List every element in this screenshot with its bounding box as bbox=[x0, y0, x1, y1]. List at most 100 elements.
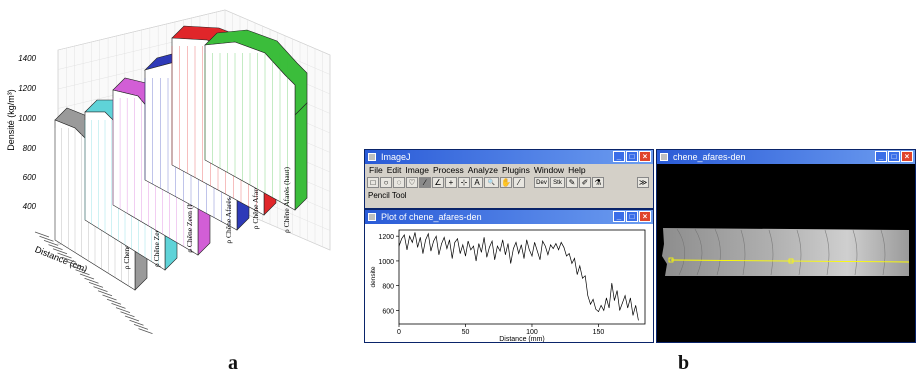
plot-minimize-button[interactable]: _ bbox=[613, 211, 625, 222]
menu-image[interactable]: Image bbox=[405, 165, 429, 175]
profile-point bbox=[433, 240, 434, 242]
profile-point bbox=[534, 242, 535, 243]
profile-point bbox=[606, 297, 607, 299]
profile-point bbox=[505, 254, 506, 255]
more-tools-icon[interactable]: ≫ bbox=[637, 177, 649, 188]
profile-point bbox=[529, 249, 530, 251]
profile-point bbox=[438, 254, 440, 255]
y-tick-label: 1000 bbox=[378, 259, 394, 266]
image-close-button[interactable]: × bbox=[901, 151, 913, 162]
profile-point bbox=[515, 242, 517, 243]
profile-start-handle[interactable] bbox=[668, 257, 674, 263]
profile-point bbox=[539, 259, 541, 260]
profile-point bbox=[587, 295, 589, 296]
plot-frame bbox=[398, 229, 646, 325]
flood-fill-tool-icon[interactable]: ⚗ bbox=[592, 177, 604, 188]
imagej-status: Pencil Tool bbox=[368, 191, 407, 200]
polygon-tool-icon[interactable]: ◌ bbox=[393, 177, 405, 188]
profile-point bbox=[616, 290, 618, 291]
profile-point bbox=[398, 245, 400, 247]
line-tool-icon[interactable]: ∕ bbox=[419, 177, 431, 188]
profile-point bbox=[497, 245, 498, 247]
profile-point bbox=[473, 245, 474, 247]
rectangle-tool-icon[interactable]: □ bbox=[367, 177, 379, 188]
profile-point bbox=[451, 258, 453, 259]
menu-process[interactable]: Process bbox=[432, 165, 464, 175]
scroll-tool-icon[interactable]: ✋ bbox=[500, 177, 512, 188]
series-label: ρ Chêne Afares (médiane) bbox=[251, 150, 260, 229]
profile-plot: 600 800 1000 1200 0 50 100 150 Distance (mm) dens… bbox=[365, 224, 653, 342]
brush-tool-icon[interactable]: ✐ bbox=[579, 177, 591, 188]
imagej-titlebar: ImageJ _ □ × bbox=[365, 150, 653, 164]
x-tick-label: 150 bbox=[593, 329, 605, 336]
profile-point bbox=[595, 308, 597, 310]
profile-point bbox=[571, 263, 573, 264]
profile-point bbox=[619, 310, 620, 311]
profile-point bbox=[430, 250, 432, 252]
stack-tool-icon[interactable]: Stk bbox=[550, 177, 565, 188]
profile-point bbox=[635, 305, 636, 306]
plot-maximize-button[interactable]: □ bbox=[626, 211, 638, 222]
profile-point bbox=[510, 263, 511, 264]
profile-point bbox=[462, 244, 464, 246]
profile-point bbox=[600, 305, 602, 306]
angle-tool-icon[interactable]: ∠ bbox=[432, 177, 444, 188]
profile-line[interactable] bbox=[670, 259, 910, 263]
menu-plugins[interactable]: Plugins bbox=[501, 165, 530, 175]
point-tool-icon[interactable]: + bbox=[445, 177, 457, 188]
profile-point bbox=[542, 240, 543, 242]
series-label: ρ Chêne Afarès (haut) bbox=[282, 166, 291, 233]
pencil-tool-icon[interactable]: ✎ bbox=[566, 177, 578, 188]
menu-file[interactable]: File bbox=[369, 165, 383, 175]
wand-tool-icon[interactable]: ⊹ bbox=[458, 177, 470, 188]
maximize-button[interactable]: □ bbox=[626, 151, 638, 162]
profile-point bbox=[590, 303, 591, 305]
series-label: ρ Chêne Zeen (haut) bbox=[185, 191, 194, 253]
y3d-tick-label: 1200 bbox=[18, 84, 36, 93]
profile-point bbox=[441, 243, 442, 244]
profile-point bbox=[449, 239, 450, 241]
oval-tool-icon[interactable]: ○ bbox=[380, 177, 392, 188]
plot-window-title: Plot of chene_afares-den bbox=[381, 212, 482, 222]
profile-point bbox=[435, 235, 437, 237]
image-window-title: chene_afares-den bbox=[673, 152, 746, 162]
y3d-axis-label: Densité (kg/m³) bbox=[6, 89, 16, 151]
menu-edit[interactable]: Edit bbox=[386, 165, 402, 175]
plot-titlebar: Plot of chene_afares-den _ □ × bbox=[365, 210, 653, 224]
x3d-tick-labels bbox=[34, 231, 153, 334]
close-button[interactable]: × bbox=[639, 151, 651, 162]
minimize-button[interactable]: _ bbox=[613, 151, 625, 162]
image-titlebar: chene_afares-den _ □ × bbox=[657, 150, 915, 164]
profile-point bbox=[459, 253, 461, 254]
x-axis-label: Distance (mm) bbox=[499, 336, 545, 342]
freehand-tool-icon[interactable]: ♡ bbox=[406, 177, 418, 188]
dev-tool-icon[interactable]: Dev bbox=[534, 177, 549, 188]
plot-close-button[interactable]: × bbox=[639, 211, 651, 222]
profile-point bbox=[422, 253, 424, 254]
panel-a-label: a bbox=[228, 352, 238, 374]
image-maximize-button[interactable]: □ bbox=[888, 151, 900, 162]
profile-point bbox=[603, 310, 605, 311]
magnifier-tool-icon[interactable]: 🔍 bbox=[484, 177, 499, 188]
profile-point bbox=[566, 255, 567, 257]
profile-point bbox=[574, 258, 575, 259]
profile-point bbox=[465, 255, 466, 257]
image-minimize-button[interactable]: _ bbox=[875, 151, 887, 162]
series-label: ρ Chêne Afarès (bas) bbox=[224, 180, 233, 244]
profile-point bbox=[486, 256, 488, 258]
y3d-tick-label: 400 bbox=[23, 202, 37, 211]
wood-section-image[interactable] bbox=[657, 164, 915, 342]
profile-mid-handle[interactable] bbox=[788, 258, 794, 264]
profile-point bbox=[420, 237, 421, 238]
image-window-icon bbox=[660, 153, 668, 161]
menu-analyze[interactable]: Analyze bbox=[467, 165, 498, 175]
profile-point bbox=[630, 297, 631, 299]
profile-point bbox=[526, 239, 527, 241]
dropper-tool-icon[interactable]: ⁄ bbox=[513, 177, 525, 188]
profile-point bbox=[614, 300, 615, 301]
menu-help[interactable]: Help bbox=[568, 165, 586, 175]
profile-point bbox=[414, 232, 416, 233]
menu-window[interactable]: Window bbox=[533, 165, 565, 175]
text-tool-icon[interactable]: A bbox=[471, 177, 483, 188]
